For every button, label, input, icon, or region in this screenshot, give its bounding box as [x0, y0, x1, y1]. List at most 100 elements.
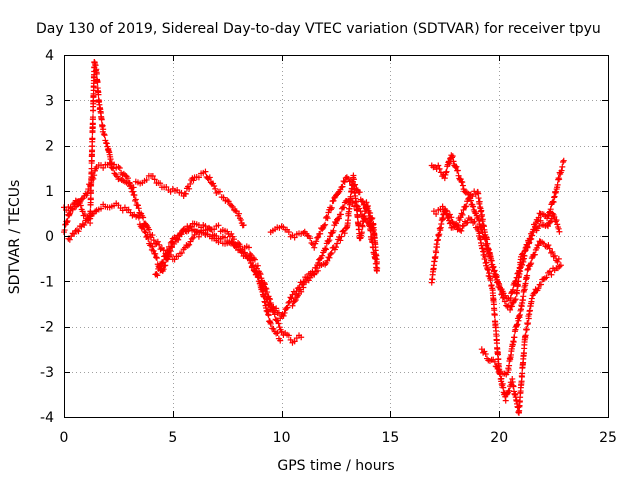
- data-point: [334, 240, 341, 247]
- data-point: [361, 212, 368, 219]
- data-point: [144, 232, 151, 239]
- data-point: [186, 241, 193, 248]
- data-point: [264, 289, 271, 296]
- data-point: [324, 215, 331, 222]
- data-point: [536, 223, 543, 230]
- data-point: [277, 337, 284, 344]
- grid: [64, 55, 608, 417]
- data-point: [237, 243, 244, 250]
- data-point: [162, 252, 169, 259]
- data-point: [439, 203, 446, 210]
- data-point: [291, 234, 298, 241]
- data-point: [309, 270, 316, 277]
- data-point: [328, 249, 335, 256]
- data-point: [481, 248, 488, 255]
- data-point: [246, 250, 253, 257]
- data-point: [535, 214, 542, 221]
- data-point: [235, 239, 242, 246]
- data-point: [547, 249, 554, 256]
- data-point: [454, 167, 461, 174]
- data-point: [340, 178, 347, 185]
- data-point: [229, 203, 236, 210]
- data-point: [464, 219, 471, 226]
- data-point: [92, 208, 99, 215]
- data-point: [452, 221, 459, 228]
- data-point: [333, 244, 339, 251]
- data-point: [479, 211, 486, 218]
- data-point: [267, 320, 274, 327]
- y-tick-label: 3: [45, 93, 54, 109]
- data-point: [531, 251, 538, 258]
- data-point: [324, 257, 331, 264]
- data-point: [84, 190, 91, 197]
- data-point: [69, 206, 76, 213]
- data-point: [122, 172, 129, 179]
- data-point: [314, 234, 321, 241]
- data-point: [111, 161, 118, 168]
- data-point: [532, 224, 539, 231]
- data-point: [257, 271, 264, 278]
- data-point: [322, 221, 329, 228]
- data-point: [186, 185, 193, 192]
- data-point: [433, 210, 440, 217]
- data-point: [457, 176, 464, 183]
- data-point: [549, 199, 556, 206]
- data-point: [135, 205, 142, 212]
- data-point: [157, 180, 164, 187]
- data-point: [368, 216, 375, 223]
- data-point: [460, 206, 467, 213]
- data-point: [476, 198, 483, 205]
- data-point: [190, 177, 197, 184]
- data-point: [470, 219, 477, 226]
- data-point: [555, 255, 562, 262]
- data-point: [335, 215, 342, 222]
- data-point: [363, 199, 370, 206]
- data-point: [339, 183, 346, 190]
- x-tick-label: 10: [273, 430, 291, 446]
- data-point: [74, 227, 81, 234]
- data-point: [450, 158, 457, 165]
- data-point: [480, 349, 487, 356]
- data-point: [150, 237, 157, 244]
- data-point: [156, 241, 163, 248]
- data-point: [132, 196, 139, 203]
- data-point: [448, 214, 455, 221]
- data-point: [551, 252, 558, 259]
- data-point: [535, 242, 542, 249]
- data-point: [549, 248, 556, 255]
- data-point: [494, 365, 501, 372]
- data-point: [167, 239, 174, 246]
- data-point: [178, 249, 185, 256]
- data-point: [285, 299, 292, 306]
- y-tick-label: 1: [45, 184, 54, 200]
- data-point: [134, 202, 141, 209]
- data-point: [98, 116, 105, 123]
- data-point: [153, 255, 160, 262]
- data-point: [327, 233, 334, 240]
- data-point: [74, 201, 81, 208]
- series-track-g: [428, 152, 567, 313]
- data-point: [280, 312, 287, 319]
- data-point: [237, 216, 244, 223]
- data-point: [325, 209, 332, 216]
- data-point: [436, 165, 443, 172]
- data-point: [300, 229, 307, 236]
- data-point: [525, 320, 531, 327]
- data-point: [273, 305, 280, 312]
- data-point: [556, 228, 563, 235]
- data-point: [171, 256, 178, 263]
- data-point: [527, 261, 534, 268]
- data-point: [307, 235, 314, 242]
- data-point: [485, 266, 492, 273]
- data-point: [124, 175, 131, 182]
- data-point: [150, 247, 157, 254]
- data-point: [305, 277, 312, 284]
- data-point: [195, 174, 202, 181]
- data-point: [459, 182, 466, 189]
- data-point: [87, 181, 94, 188]
- data-point: [116, 165, 123, 172]
- data-point: [487, 277, 494, 284]
- data-point: [157, 263, 164, 270]
- data-point: [559, 163, 566, 170]
- data-point: [142, 229, 149, 236]
